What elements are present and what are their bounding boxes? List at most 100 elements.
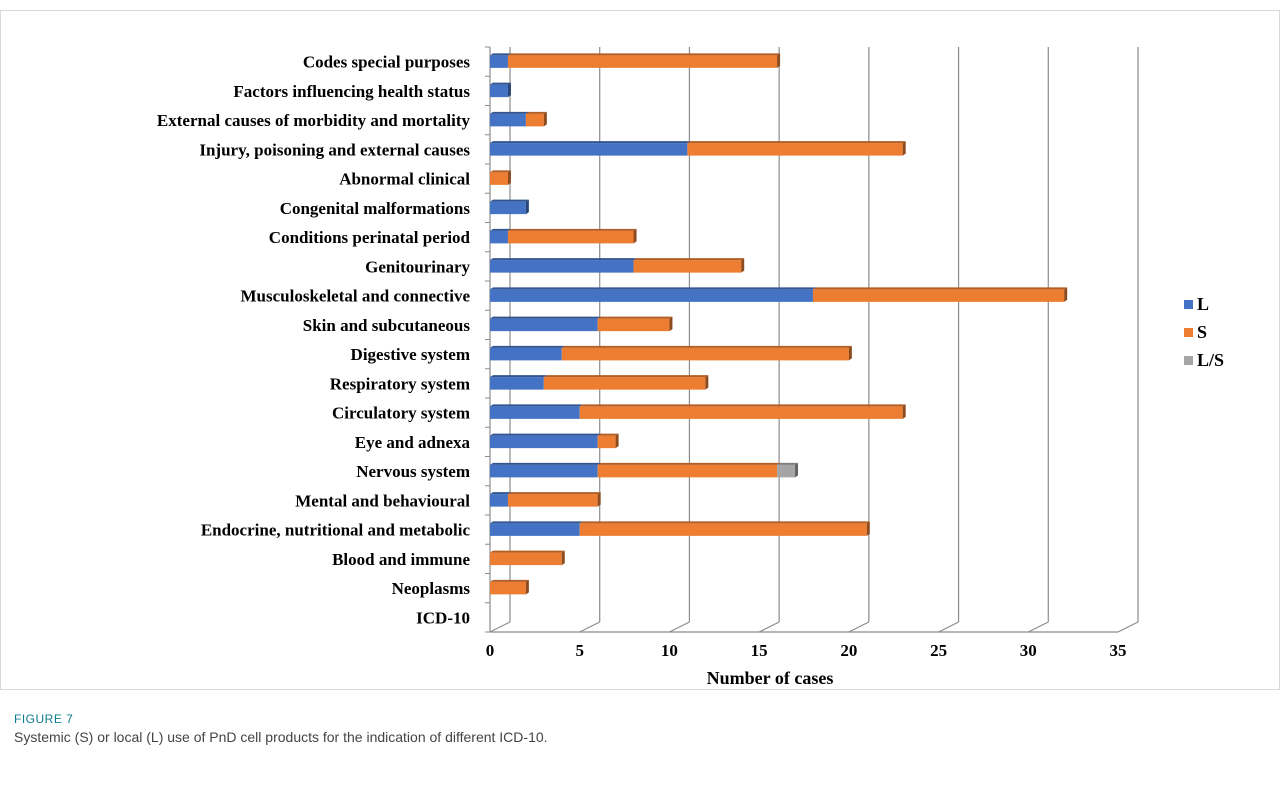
legend-label-S: S: [1197, 322, 1207, 342]
bar-top-S-4: [507, 492, 601, 495]
bar-side-11: [1064, 287, 1068, 302]
category-label: Injury, poisoning and external causes: [199, 140, 470, 159]
bar-S-19: [507, 55, 778, 68]
bar-L-4: [490, 494, 508, 507]
category-label: Abnormal clinical: [339, 170, 470, 189]
bar-top-S-6: [597, 433, 619, 436]
bar-L-14: [490, 201, 526, 215]
bar-top-L-16: [490, 141, 691, 144]
bar-chart: ICD-10 Neoplasms Blood and immune Endocrine…: [157, 46, 1224, 688]
bar-L-7: [490, 406, 580, 419]
category-label: Mental and behavioural: [295, 491, 470, 510]
bar-top-L-13: [490, 228, 511, 231]
legend-swatch-LS: [1184, 356, 1193, 365]
legend-swatch-L: [1184, 300, 1193, 309]
category-label: Codes special purposes: [303, 53, 471, 72]
x-tick-label: 25: [930, 641, 947, 660]
gridline-floor-5: [579, 621, 600, 633]
bar-side-7: [902, 404, 906, 419]
bar-L-11: [490, 289, 813, 302]
bar-S-5: [597, 464, 778, 478]
figure-caption: Systemic (S) or local (L) use of PnD cel…: [14, 729, 548, 745]
bar-top-L-7: [490, 404, 583, 407]
x-tick-label: 20: [840, 641, 857, 660]
bar-L-13: [490, 230, 508, 244]
bar-S-2: [490, 552, 562, 566]
bar-side-17: [543, 111, 547, 127]
bar-top-L-18: [490, 82, 511, 85]
bar-side-5: [795, 462, 799, 478]
bar-side-19: [777, 53, 781, 68]
bar-top-L-11: [490, 287, 816, 290]
bar-S-9: [561, 347, 849, 361]
bar-top-S-12: [633, 258, 745, 261]
category-label: Congenital malformations: [280, 199, 471, 218]
category-label: Circulatory system: [332, 404, 470, 423]
x-tick-label: 30: [1020, 641, 1037, 660]
bar-top-S-13: [507, 228, 637, 231]
category-label: Factors influencing health status: [233, 82, 470, 101]
bar-side-18: [507, 82, 511, 98]
bar-side-10: [669, 316, 673, 332]
bar-side-1: [525, 579, 529, 595]
x-tick-label: 0: [486, 641, 495, 660]
category-label: Eye and adnexa: [355, 433, 471, 452]
gridline-floor-15: [758, 621, 780, 633]
bar-S-4: [507, 494, 598, 507]
bar-S-8: [543, 377, 706, 390]
bar-side-14: [525, 199, 529, 215]
bar-L-9: [490, 347, 562, 361]
bar-top-L-4: [490, 492, 511, 495]
gridline-floor-30: [1028, 621, 1049, 633]
bar-top-L-3: [490, 521, 583, 524]
x-tick-label: 15: [751, 641, 768, 660]
x-tick-label: 5: [575, 641, 584, 660]
legend-swatch-S: [1184, 328, 1193, 337]
legend-label-L: L: [1197, 294, 1209, 314]
bar-side-15: [507, 170, 511, 185]
bar-S-15: [490, 172, 508, 185]
bar-side-4: [597, 492, 601, 507]
category-label: Musculoskeletal and connective: [241, 287, 471, 306]
bar-side-9: [848, 345, 852, 361]
bar-side-16: [902, 141, 906, 156]
bar-top-S-7: [579, 404, 906, 407]
bar-top-L-19: [490, 53, 511, 56]
bar-top-L-9: [490, 345, 565, 348]
bar-S-11: [812, 289, 1065, 302]
bar-LS-5: [777, 464, 796, 478]
bar-top-S-15: [490, 170, 511, 173]
bar-top-L-5: [490, 462, 601, 465]
bar-top-L-14: [490, 199, 529, 202]
bar-top-S-5: [597, 462, 781, 465]
bar-S-17: [525, 113, 544, 127]
gridline-floor-25: [938, 621, 959, 633]
bar-L-3: [490, 523, 580, 536]
gridline-floor-20: [848, 621, 870, 633]
category-label: Conditions perinatal period: [269, 228, 471, 247]
bar-side-6: [615, 433, 619, 449]
bar-top-LS-5: [777, 462, 799, 465]
category-label: ICD-10: [416, 608, 470, 627]
bar-L-5: [490, 464, 598, 478]
bar-top-S-19: [507, 53, 781, 56]
bar-S-1: [490, 581, 526, 595]
category-label: Neoplasms: [392, 579, 471, 598]
bar-side-2: [561, 550, 565, 566]
x-axis-title: Number of cases: [707, 668, 834, 688]
category-label: Respiratory system: [330, 374, 470, 393]
legend-label-LS: L/S: [1197, 350, 1224, 370]
bar-top-L-17: [490, 111, 529, 114]
bar-L-10: [490, 318, 598, 332]
x-tick-label: 35: [1110, 641, 1127, 660]
bar-top-S-10: [597, 316, 673, 319]
bar-top-L-10: [490, 316, 601, 319]
bar-top-S-2: [490, 550, 565, 553]
bar-top-S-8: [543, 375, 709, 378]
bar-top-S-11: [812, 287, 1068, 290]
category-label: Genitourinary: [365, 257, 470, 276]
category-label: External causes of morbidity and mortali…: [157, 111, 471, 130]
bar-top-S-16: [687, 141, 906, 144]
bar-S-6: [597, 435, 616, 449]
bar-top-S-1: [490, 579, 529, 582]
